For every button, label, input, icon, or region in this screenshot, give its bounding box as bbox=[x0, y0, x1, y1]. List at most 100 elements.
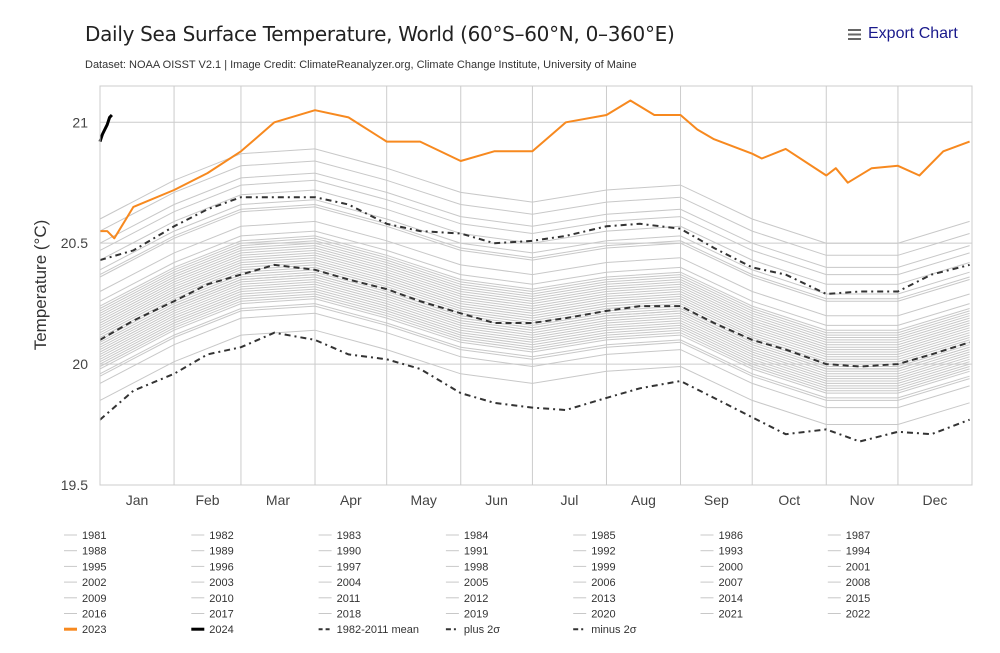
series-line-2018 bbox=[99, 203, 970, 300]
chart-subtitle: Dataset: NOAA OISST V2.1 | Image Credit:… bbox=[85, 59, 637, 71]
legend-item-1996[interactable]: 1996 bbox=[191, 561, 234, 573]
legend-item-2000[interactable]: 2000 bbox=[700, 561, 743, 573]
legend-item-1991[interactable]: 1991 bbox=[445, 546, 488, 558]
legend-item-1986[interactable]: 1986 bbox=[700, 530, 743, 542]
legend-item-1981[interactable]: 1981 bbox=[64, 530, 106, 542]
legend-item-2005[interactable]: 2005 bbox=[445, 577, 488, 589]
series-line-2015 bbox=[99, 160, 970, 256]
series-line-2021 bbox=[99, 199, 970, 295]
legend-item-2015[interactable]: 2015 bbox=[827, 593, 870, 605]
series-line-2002 bbox=[99, 252, 970, 348]
legend-item-1982[interactable]: 1982 bbox=[191, 530, 234, 542]
x-tick-label: Aug bbox=[631, 492, 656, 508]
series-line-2016 bbox=[99, 148, 970, 244]
legend-item-1992[interactable]: 1992 bbox=[573, 546, 616, 558]
legend-label: 2002 bbox=[82, 577, 106, 589]
legend-label: 1998 bbox=[464, 561, 488, 573]
y-axis-label: Temperature (°C) bbox=[31, 220, 50, 351]
legend-item-1983[interactable]: 1983 bbox=[318, 530, 361, 542]
legend-item-2022[interactable]: 2022 bbox=[827, 609, 870, 621]
series-line-1993 bbox=[99, 288, 970, 384]
series-line-minus-2σ bbox=[99, 331, 970, 443]
legend-item-2011[interactable]: 2011 bbox=[318, 593, 361, 605]
legend-item-2018[interactable]: 2018 bbox=[318, 609, 361, 621]
series-line-2004 bbox=[99, 254, 970, 351]
legend-item-1989[interactable]: 1989 bbox=[191, 546, 234, 558]
legend-label: 1989 bbox=[209, 546, 233, 558]
legend-item-2003[interactable]: 2003 bbox=[191, 577, 234, 589]
legend-label: 2012 bbox=[464, 593, 488, 605]
legend-label: 2005 bbox=[464, 577, 488, 589]
legend-item-1998[interactable]: 1998 bbox=[445, 561, 488, 573]
legend-label: 2009 bbox=[82, 593, 106, 605]
series-line-2022 bbox=[99, 206, 970, 302]
legend-label: 2008 bbox=[846, 577, 870, 589]
legend-label: 2006 bbox=[591, 577, 615, 589]
legend-item-2001[interactable]: 2001 bbox=[827, 561, 870, 573]
legend-item-2004[interactable]: 2004 bbox=[318, 577, 361, 589]
series-line-2007 bbox=[99, 266, 970, 363]
export-chart-button[interactable]: Export Chart bbox=[848, 25, 958, 43]
legend-label: 1999 bbox=[591, 561, 615, 573]
legend-item-2024[interactable]: 2024 bbox=[191, 624, 234, 636]
legend-item-2017[interactable]: 2017 bbox=[191, 609, 234, 621]
series-line-2014 bbox=[99, 220, 970, 317]
x-tick-label: Jan bbox=[126, 492, 149, 508]
legend-label: 2001 bbox=[846, 561, 870, 573]
legend-item-2019[interactable]: 2019 bbox=[445, 609, 488, 621]
legend-item-1999[interactable]: 1999 bbox=[573, 561, 616, 573]
series-line-2011 bbox=[99, 261, 970, 358]
legend-item-2009[interactable]: 2009 bbox=[64, 593, 106, 605]
legend-item-2023[interactable]: 2023 bbox=[64, 624, 106, 636]
legend-item-1984[interactable]: 1984 bbox=[445, 530, 488, 542]
y-tick-label: 20 bbox=[72, 356, 88, 372]
legend-item-2006[interactable]: 2006 bbox=[573, 577, 616, 589]
legend-item-1988[interactable]: 1988 bbox=[64, 546, 106, 558]
series-line-1998 bbox=[99, 230, 970, 326]
legend-label: 1997 bbox=[337, 561, 361, 573]
legend-item-2012[interactable]: 2012 bbox=[445, 593, 488, 605]
legend-item-1997[interactable]: 1997 bbox=[318, 561, 361, 573]
legend-item-2020[interactable]: 2020 bbox=[573, 609, 616, 621]
legend-item-2014[interactable]: 2014 bbox=[700, 593, 743, 605]
series-line-2006 bbox=[99, 259, 970, 355]
legend-item-2010[interactable]: 2010 bbox=[191, 593, 234, 605]
x-tick-label: Jul bbox=[560, 492, 578, 508]
legend-item-minus-2σ[interactable]: minus 2σ bbox=[573, 624, 637, 636]
legend-item-1982-2011-mean[interactable]: 1982-2011 mean bbox=[318, 624, 419, 636]
legend-item-1993[interactable]: 1993 bbox=[700, 546, 743, 558]
legend-label: 2019 bbox=[464, 609, 488, 621]
legend-label: 1982 bbox=[209, 530, 233, 542]
legend-label: 1996 bbox=[209, 561, 233, 573]
export-chart-label: Export Chart bbox=[868, 25, 958, 42]
legend-item-2013[interactable]: 2013 bbox=[573, 593, 616, 605]
legend-label: 2016 bbox=[82, 609, 106, 621]
legend-item-2008[interactable]: 2008 bbox=[827, 577, 870, 589]
legend-item-1985[interactable]: 1985 bbox=[573, 530, 616, 542]
series-group bbox=[98, 99, 970, 443]
legend-label: 2018 bbox=[337, 609, 361, 621]
series-line-plus-2σ bbox=[99, 196, 970, 296]
legend-item-1990[interactable]: 1990 bbox=[318, 546, 361, 558]
x-tick-label: Mar bbox=[266, 492, 290, 508]
series-line-1991 bbox=[99, 278, 970, 375]
series-line-1999 bbox=[99, 276, 970, 372]
legend: 1981 1982 1983 1984 1985 1986 1987 1988 1989 1990… bbox=[64, 530, 870, 636]
legend-item-1995[interactable]: 1995 bbox=[64, 561, 106, 573]
y-tick-label: 19.5 bbox=[61, 477, 88, 493]
legend-item-2021[interactable]: 2021 bbox=[700, 609, 743, 621]
legend-item-1994[interactable]: 1994 bbox=[827, 546, 870, 558]
legend-item-2016[interactable]: 2016 bbox=[64, 609, 106, 621]
series-line-2009 bbox=[99, 237, 970, 334]
x-tick-label: Sep bbox=[704, 492, 729, 508]
chart-title: Daily Sea Surface Temperature, World (60… bbox=[85, 22, 675, 46]
legend-label: 2022 bbox=[846, 609, 870, 621]
legend-item-1987[interactable]: 1987 bbox=[827, 530, 870, 542]
legend-label: 2014 bbox=[719, 593, 743, 605]
legend-label: 1988 bbox=[82, 546, 106, 558]
legend-item-2007[interactable]: 2007 bbox=[700, 577, 743, 589]
legend-item-2002[interactable]: 2002 bbox=[64, 577, 106, 589]
series-line-1995 bbox=[99, 264, 970, 360]
plot-frame bbox=[99, 85, 973, 486]
legend-item-plus-2σ[interactable]: plus 2σ bbox=[445, 624, 500, 636]
